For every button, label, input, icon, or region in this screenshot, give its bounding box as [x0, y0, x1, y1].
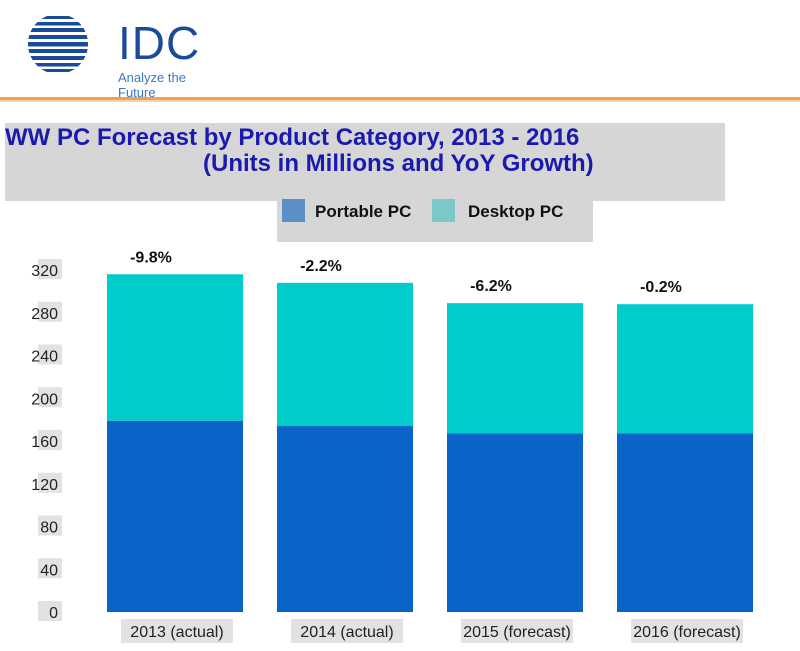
y-tick-label: 0 — [49, 605, 58, 622]
bar-desktop-pc — [447, 303, 583, 434]
x-tick-label: 2014 (actual) — [300, 624, 393, 641]
x-tick-bg — [631, 619, 743, 643]
growth-label: -0.2% — [640, 279, 682, 296]
legend-swatch-desktop — [432, 199, 455, 222]
x-tick-label: 2016 (forecast) — [633, 624, 741, 641]
bar-desktop-pc — [277, 282, 413, 427]
y-tick-label: 280 — [31, 306, 58, 323]
y-tick-bg — [38, 430, 62, 450]
y-tick-label: 320 — [31, 263, 58, 280]
y-tick-bg — [38, 601, 62, 621]
y-tick-bg — [38, 259, 62, 279]
bar-desktop-pc — [107, 274, 243, 421]
x-tick-bg — [461, 619, 573, 643]
bar-desktop-pc — [617, 304, 753, 434]
y-tick-label: 200 — [31, 391, 58, 408]
bar-portable-pc — [617, 433, 753, 612]
y-tick-label: 160 — [31, 434, 58, 451]
y-tick-label: 120 — [31, 477, 58, 494]
y-tick-label: 80 — [40, 520, 58, 537]
legend: Portable PC Desktop PC — [277, 192, 593, 242]
logo-tagline: Analyze the Future — [118, 70, 186, 100]
chart-title: WW PC Forecast by Product Category, 2013… — [5, 124, 580, 151]
logo-text: IDC — [118, 17, 201, 69]
header-divider — [0, 97, 800, 100]
bar-portable-pc — [107, 420, 243, 612]
globe-icon — [28, 16, 88, 72]
y-tick-bg — [38, 301, 62, 322]
bar-portable-pc — [447, 433, 583, 612]
y-tick-bg — [38, 344, 62, 365]
stacked-bar-chart: 0 40 80 120 160 200 240 280 320 -9.8% 2013 (actual… — [31, 249, 753, 643]
y-tick-label: 240 — [31, 349, 58, 366]
x-tick-label: 2013 (actual) — [130, 624, 223, 641]
growth-label: -6.2% — [470, 278, 512, 295]
legend-label-portable: Portable PC — [315, 202, 412, 221]
chart-subtitle: (Units in Millions and YoY Growth) — [203, 150, 594, 177]
x-tick-bg — [121, 619, 233, 643]
idc-logo: IDC Analyze the Future — [22, 14, 222, 100]
bar-portable-pc — [277, 426, 413, 612]
growth-label: -9.8% — [130, 249, 172, 266]
legend-swatch-portable — [282, 199, 305, 222]
legend-label-desktop: Desktop PC — [468, 202, 564, 221]
x-tick-bg — [291, 619, 403, 643]
x-tick-label: 2015 (forecast) — [463, 624, 571, 641]
y-tick-bg — [38, 515, 62, 536]
header-divider-shadow — [0, 100, 800, 102]
y-tick-label: 40 — [40, 562, 58, 579]
title-box — [5, 123, 725, 201]
y-tick-bg — [38, 558, 62, 579]
growth-label: -2.2% — [300, 258, 342, 275]
y-tick-bg — [38, 387, 62, 408]
y-tick-bg — [38, 472, 62, 493]
